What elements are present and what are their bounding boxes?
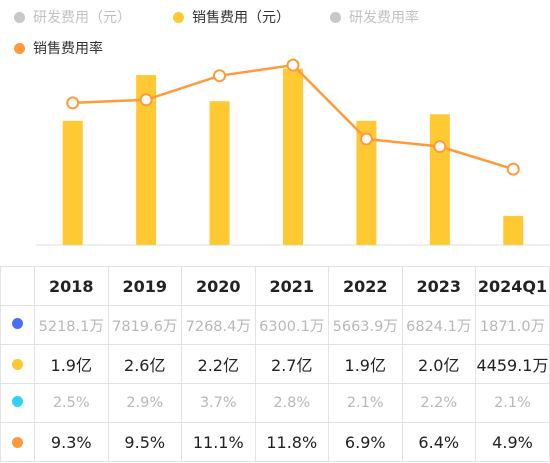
table-cell: 3.7%: [181, 383, 256, 423]
header-2021: 2021: [254, 266, 329, 306]
header-2024Q1: 2024Q1: [475, 266, 550, 306]
table-cell: 2.0亿: [401, 344, 476, 384]
legend-item-sales-rate[interactable]: 销售费用率: [14, 38, 103, 58]
header-2018: 2018: [34, 266, 109, 306]
combo-chart: [36, 58, 550, 246]
series-dot-icon: [12, 318, 23, 329]
table-cell: 5218.1万: [34, 305, 109, 345]
table-row: 5218.1万 7819.6万 7268.4万 6300.1万 5663.9万 6824.…: [0, 305, 550, 345]
legend-label: 研发费用率: [349, 10, 419, 26]
legend-marker-icon: [14, 11, 25, 23]
table-row: 1.9亿 2.6亿 2.2亿 2.7亿 1.9亿 2.0亿 4459.1万: [0, 344, 550, 384]
table-cell: 2.9%: [107, 383, 182, 423]
legend-marker-icon: [173, 11, 184, 23]
legend-item-sales-expense[interactable]: 销售费用（元）: [173, 7, 290, 27]
rate-point-2018: [66, 96, 80, 110]
bar-2021: [283, 68, 303, 246]
bar-2023: [429, 114, 450, 246]
bar-2024Q1: [503, 215, 524, 245]
table-cell: 2.2%: [401, 383, 476, 423]
table-cell: 7268.4万: [181, 305, 256, 345]
table-cell: 2.2亿: [181, 344, 256, 384]
table-cell: 1.9亿: [328, 344, 403, 384]
data-table: 2018 2019 2020 2021 2022 2023 2024Q1 5218.1万 78…: [0, 266, 550, 462]
row-marker-cell: [0, 305, 35, 345]
header-2020: 2020: [181, 266, 256, 306]
rate-point-2019: [139, 93, 153, 107]
table-cell: 6.4%: [401, 422, 476, 462]
table-cell: 1871.0万: [475, 305, 550, 345]
row-marker-cell: [0, 422, 35, 462]
header-2019: 2019: [107, 266, 182, 306]
table-cell: 4.9%: [475, 422, 550, 462]
table-cell: 5663.9万: [328, 305, 403, 345]
table-cell: 2.1%: [328, 383, 403, 423]
rate-point-2021: [286, 58, 300, 72]
bar-2019: [136, 75, 157, 245]
table-cell: 11.8%: [254, 422, 329, 462]
table-cell: 7819.6万: [107, 305, 182, 345]
table-cell: 2.1%: [475, 383, 550, 423]
table-cell: 2.8%: [254, 383, 329, 423]
table-row: 2.5% 2.9% 3.7% 2.8% 2.1% 2.2% 2.1%: [0, 383, 550, 423]
table-header-row: 2018 2019 2020 2021 2022 2023 2024Q1: [0, 266, 550, 306]
rate-point-2023: [433, 140, 447, 154]
table-cell: 9.5%: [107, 422, 182, 462]
legend-marker-icon: [14, 42, 25, 54]
table-cell: 2.5%: [34, 383, 109, 423]
series-dot-icon: [12, 396, 23, 407]
table-cell: 6.9%: [328, 422, 403, 462]
table-cell: 11.1%: [181, 422, 256, 462]
chart-legend: 研发费用（元） 销售费用（元） 研发费用率 销售费用率: [0, 0, 550, 62]
header-marker-cell: [0, 266, 35, 306]
row-marker-cell: [0, 383, 35, 423]
rate-point-2022: [359, 132, 373, 146]
header-2023: 2023: [401, 266, 476, 306]
legend-label: 销售费用（元）: [192, 10, 290, 26]
bar-2022: [356, 120, 377, 245]
table-cell: 6300.1万: [254, 305, 329, 345]
table-row: 9.3% 9.5% 11.1% 11.8% 6.9% 6.4% 4.9%: [0, 422, 550, 462]
legend-item-rd-rate[interactable]: 研发费用率: [330, 7, 419, 27]
legend-marker-icon: [330, 11, 341, 23]
table-cell: 2.7亿: [254, 344, 329, 384]
legend-label: 研发费用（元）: [33, 10, 131, 26]
table-cell: 1.9亿: [34, 344, 109, 384]
table-cell: 4459.1万: [475, 344, 550, 384]
series-dot-icon: [12, 436, 23, 448]
rate-point-2020: [213, 69, 227, 83]
table-cell: 2.6亿: [107, 344, 182, 384]
rate-point-2024Q1: [506, 162, 520, 176]
bar-2018: [62, 120, 83, 245]
row-marker-cell: [0, 344, 35, 384]
table-cell: 9.3%: [34, 422, 109, 462]
table-cell: 6824.1万: [401, 305, 476, 345]
legend-item-rd-expense[interactable]: 研发费用（元）: [14, 7, 131, 27]
series-dot-icon: [12, 358, 23, 370]
header-2022: 2022: [328, 266, 403, 306]
bar-2020: [209, 101, 230, 245]
legend-label: 销售费用率: [33, 41, 103, 57]
